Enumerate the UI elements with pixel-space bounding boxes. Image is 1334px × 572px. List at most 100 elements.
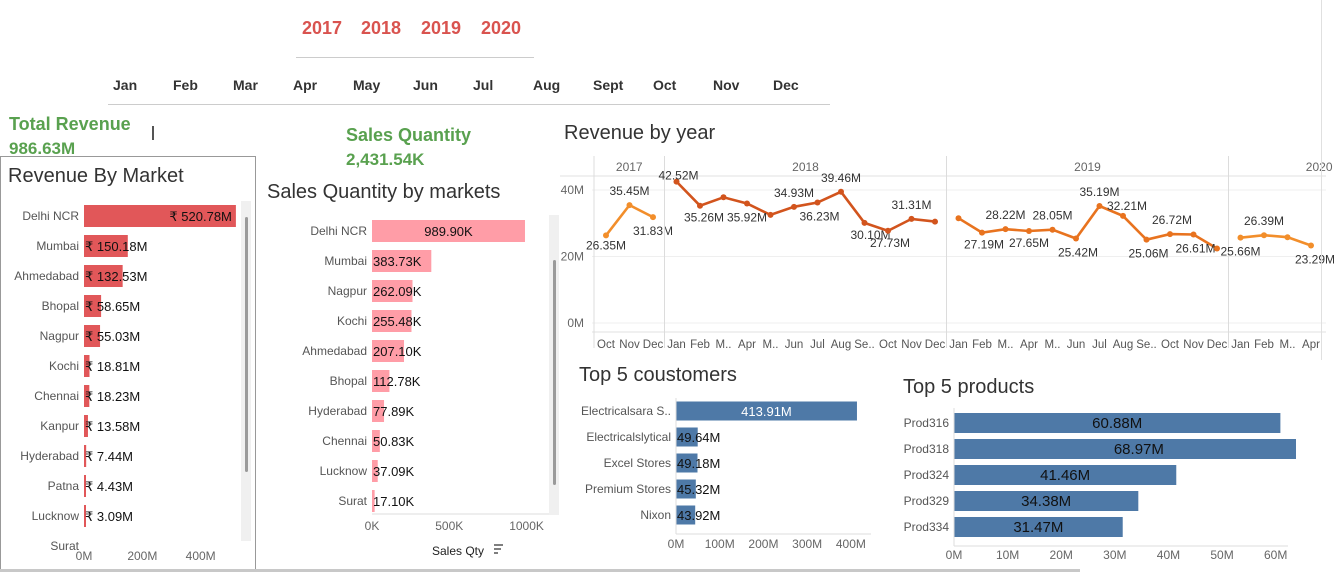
x-tick-label: 400M <box>836 537 866 551</box>
year-header-2019: 2019 <box>1074 160 1101 174</box>
revenue-by-year-title: Revenue by year <box>564 122 716 144</box>
month-oct[interactable]: Oct <box>653 77 677 93</box>
data-label-prod324: 41.46M <box>1040 467 1090 484</box>
qty-scrollbar-thumb[interactable] <box>553 260 556 485</box>
revenue-by-market-title: Revenue By Market <box>8 165 184 187</box>
line-2018 <box>675 180 936 233</box>
point-2019-dec <box>1214 245 1220 252</box>
data-label-2019-feb: 27.19M <box>964 238 1004 252</box>
x-tick-label: Jul <box>810 339 825 351</box>
line-2020 <box>1240 233 1312 247</box>
sort-icon <box>494 544 503 554</box>
data-label-prod316: 60.88M <box>1092 415 1142 432</box>
year-2018[interactable]: 2018 <box>361 18 402 38</box>
point-2018-se <box>861 219 868 226</box>
data-label-bhopal: 112.78K <box>373 374 421 389</box>
category-label-surat: Surat <box>338 494 367 508</box>
category-label-kanpur: Kanpur <box>40 419 79 433</box>
month-jul[interactable]: Jul <box>473 77 494 93</box>
revenue-by-market-panel: Revenue By Market Delhi NCR ₹ 520.78M Mumb… <box>0 156 256 570</box>
top-customers-title: Top 5 coustomers <box>579 364 737 386</box>
point-2018-nov <box>908 215 915 222</box>
data-label-bhopal: ₹ 58.65M <box>85 299 140 314</box>
data-label-kanpur: ₹ 13.58M <box>85 419 140 434</box>
category-label-premium-stores: Premium Stores <box>585 482 671 496</box>
x-tick-label: M.. <box>998 339 1014 351</box>
bottom-scrollbar[interactable] <box>0 569 1080 572</box>
data-label-prod318: 68.97M <box>1114 441 1164 458</box>
x-tick-label: 10M <box>996 548 1019 562</box>
x-tick-label: Aug <box>831 339 851 351</box>
x-tick-label: Jun <box>785 339 804 351</box>
month-sept[interactable]: Sept <box>593 77 624 93</box>
data-label-2018-feb: 35.26M <box>684 211 724 225</box>
category-label-kochi: Kochi <box>337 314 367 328</box>
category-label-surat: Surat <box>50 539 79 553</box>
month-feb[interactable]: Feb <box>173 77 198 93</box>
month-jan[interactable]: Jan <box>113 77 138 93</box>
category-label-ahmedabad: Ahmedabad <box>14 269 79 283</box>
point-2020-m <box>1284 234 1291 241</box>
x-tick-label: 0M <box>668 537 685 551</box>
x-tick-label: 200M <box>748 537 778 551</box>
x-tick-label: 0K <box>365 519 380 533</box>
month-nov[interactable]: Nov <box>713 77 740 93</box>
month-mar[interactable]: Mar <box>233 77 258 93</box>
x-tick-label: Feb <box>972 339 992 351</box>
x-tick-label: Feb <box>1254 339 1274 351</box>
year-2020[interactable]: 2020 <box>481 18 522 38</box>
data-label-2020-apr: 23.29M <box>1295 253 1334 267</box>
bar-lucknow <box>372 460 378 482</box>
data-label-2019-jun: 25.42M <box>1058 245 1098 259</box>
category-label-patna: Patna <box>48 479 80 493</box>
bar-kanpur <box>84 415 88 437</box>
point-2019-m <box>1002 226 1009 233</box>
x-tick-label: 0M <box>76 549 93 563</box>
month-apr[interactable]: Apr <box>293 77 318 93</box>
point-2020-feb <box>1261 232 1267 239</box>
data-label-kochi: ₹ 18.81M <box>85 359 140 374</box>
category-label-nagpur: Nagpur <box>40 329 79 343</box>
bar-nagpur <box>84 325 101 347</box>
bar-patna <box>84 475 86 497</box>
point-2019-nov <box>1190 231 1197 238</box>
data-label-hyderabad: 77.89K <box>373 404 415 419</box>
point-2019-aug <box>1120 212 1126 219</box>
bar-hyderabad <box>84 445 87 467</box>
bar-electricalslytical <box>676 427 698 447</box>
point-2018-m <box>767 211 774 218</box>
data-label-lucknow: ₹ 3.09M <box>85 509 133 524</box>
x-tick-label: Jan <box>1231 339 1250 351</box>
point-2019-m <box>1049 226 1056 233</box>
sales-quantity-label: Sales Quantity <box>346 125 472 145</box>
data-label-chennai: ₹ 18.23M <box>85 389 140 404</box>
market-scrollbar-thumb[interactable] <box>245 217 248 472</box>
x-tick-label: Jun <box>1067 339 1086 351</box>
year-2019[interactable]: 2019 <box>421 18 462 38</box>
data-label-electricalsara-s: 413.91M <box>741 404 792 419</box>
data-label-mumbai: 383.73K <box>373 254 422 269</box>
category-label-excel-stores: Excel Stores <box>604 456 671 470</box>
bar-prod334 <box>954 517 1123 537</box>
category-label-prod316: Prod316 <box>904 416 950 430</box>
year-header-2020: 2020 <box>1306 160 1333 174</box>
year-2017[interactable]: 2017 <box>302 18 343 38</box>
data-label-2018-apr: 35.92M <box>727 211 767 225</box>
category-label-hyderabad: Hyderabad <box>308 404 367 418</box>
x-tick-label: 500K <box>435 519 463 533</box>
data-label-2018-jul: 36.23M <box>799 210 839 224</box>
month-dec[interactable]: Dec <box>773 77 799 93</box>
data-label-ahmedabad: ₹ 132.53M <box>85 269 147 284</box>
point-2017-nov <box>626 202 633 209</box>
month-may[interactable]: May <box>353 77 381 93</box>
bar-delhi-ncr <box>372 220 525 242</box>
month-jun[interactable]: Jun <box>413 77 438 93</box>
month-aug[interactable]: Aug <box>533 77 561 93</box>
category-label-delhi-ncr: Delhi NCR <box>310 224 367 238</box>
x-tick-label: M.. <box>1045 339 1061 351</box>
category-label-ahmedabad: Ahmedabad <box>302 344 367 358</box>
point-2018-jul <box>814 199 821 206</box>
point-2017-oct <box>603 232 609 239</box>
x-tick-label: Jan <box>949 339 968 351</box>
bar-hyderabad <box>372 400 385 422</box>
